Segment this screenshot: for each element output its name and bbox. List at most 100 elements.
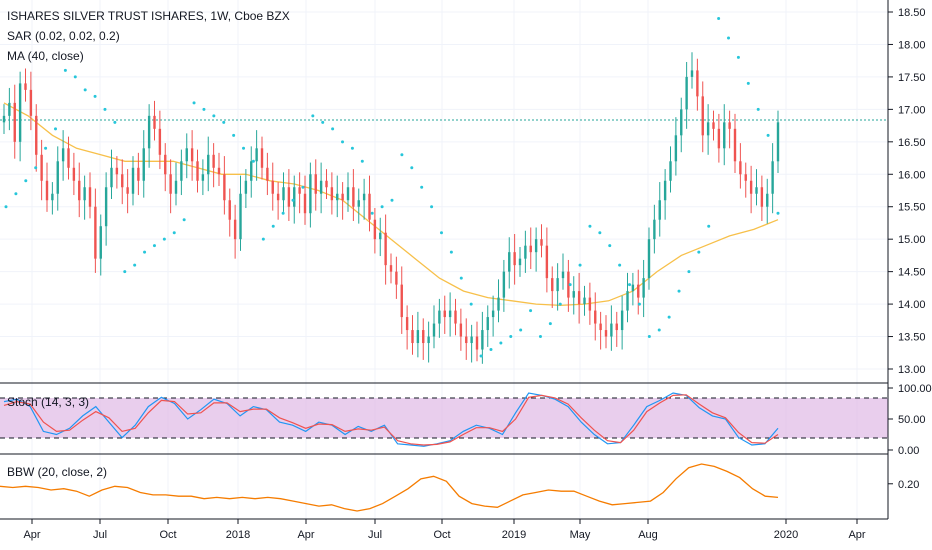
x-tick-label: Apr — [23, 529, 40, 541]
candle-body — [115, 167, 119, 175]
candle-body — [142, 148, 145, 181]
sar-dot — [707, 224, 711, 228]
sar-dot — [400, 153, 404, 157]
sar-dot — [766, 133, 770, 137]
candle-body — [110, 167, 113, 188]
candle-body — [196, 161, 199, 181]
candle-body — [508, 252, 511, 272]
candle-body — [174, 180, 178, 194]
candle-body — [454, 310, 457, 324]
candle-body — [99, 226, 102, 259]
candle-body — [529, 245, 532, 253]
sar-dot — [232, 133, 236, 137]
candle-body — [137, 167, 140, 181]
candle-body — [502, 271, 506, 298]
sar-dot — [133, 263, 137, 267]
candle-body — [169, 174, 172, 194]
sar-dot — [271, 224, 275, 228]
sar-dot — [598, 231, 602, 235]
sar-dot — [756, 107, 760, 111]
candle-body — [577, 291, 581, 305]
sar-dot — [350, 146, 354, 150]
sar-dot — [776, 211, 780, 215]
candle-body — [164, 154, 167, 175]
price-y-tick-label: 18.50 — [898, 7, 926, 19]
candle-body — [701, 96, 704, 136]
candle-body — [233, 219, 237, 240]
candle-body — [287, 187, 291, 207]
stoch-y-tick-label: 50.00 — [898, 414, 926, 426]
sar-dot — [608, 244, 612, 248]
candle-body — [497, 297, 500, 311]
y-axis[interactable]: 18.50 18.00 17.50 17.00 16.50 16.00 15.50 15.00… — [887, 0, 932, 519]
candle-body — [615, 323, 618, 331]
sar-dot — [558, 302, 562, 306]
candle-body — [631, 284, 635, 292]
x-tick-label: Apr — [848, 529, 865, 541]
candle-body — [293, 187, 296, 207]
candle-body — [706, 122, 710, 136]
candle-body — [647, 239, 651, 279]
candle-body — [513, 252, 516, 266]
stoch-y-tick-label: 100.00 — [898, 383, 932, 395]
candle-body — [153, 115, 156, 129]
price-pane: ISHARES SILVER TRUST ISHARES, 1W, Cboe B… — [0, 0, 888, 519]
candle-body — [336, 193, 339, 201]
candle-body — [422, 330, 425, 344]
candle-body — [104, 187, 108, 227]
candle-body — [126, 187, 129, 194]
sar-dot — [172, 231, 176, 235]
sar-dot — [529, 309, 533, 313]
sar-dot — [469, 302, 473, 306]
candle-body — [131, 167, 135, 194]
x-tick-label: 2018 — [226, 529, 250, 541]
price-y-tick-label: 13.00 — [898, 364, 926, 376]
x-tick-label: Jul — [93, 529, 107, 541]
candle-body — [217, 167, 221, 175]
candle-body — [663, 180, 667, 201]
candle-body — [72, 167, 76, 181]
x-tick-label: Oct — [159, 529, 176, 541]
candle-body — [534, 239, 538, 253]
candle-body — [712, 122, 715, 129]
stoch-d-line — [3, 394, 779, 446]
candle-body — [545, 245, 549, 279]
candle-body — [201, 174, 205, 181]
candle-body — [583, 297, 586, 305]
stoch-pane: Stoch (14, 3, 3) — [0, 382, 888, 447]
price-y-tick-label: 16.50 — [898, 137, 926, 149]
price-y-tick-label: 15.50 — [898, 202, 926, 214]
stoch-legend: Stoch (14, 3, 3) — [7, 395, 89, 409]
candle-body — [357, 200, 360, 207]
bbw-pane: BBW (20, close, 2) — [0, 453, 888, 512]
sar-dot — [192, 101, 196, 105]
sar-dot — [93, 94, 97, 98]
sar-dot — [222, 120, 226, 124]
bbw-line — [0, 463, 779, 512]
candle-body — [389, 265, 393, 272]
candle-body — [776, 122, 780, 162]
x-tick-label: 2019 — [502, 529, 526, 541]
candle-body — [341, 193, 344, 201]
candle-body — [250, 161, 253, 181]
candle-body — [180, 161, 183, 181]
x-tick-label: May — [570, 529, 591, 541]
candle-body — [368, 193, 371, 220]
sar-dot — [251, 159, 255, 163]
sar-dot — [746, 81, 750, 85]
candle-body — [674, 135, 678, 162]
candle-body — [610, 323, 613, 337]
price-y-tick-label: 17.50 — [898, 72, 926, 84]
stoch-band — [0, 398, 888, 438]
sar-dot — [380, 205, 384, 209]
sar-dot — [83, 88, 87, 92]
candle-body — [749, 180, 753, 194]
sar-dot — [14, 192, 18, 196]
candle-body — [411, 330, 414, 344]
candle-body — [346, 187, 350, 201]
x-tick-label: Apr — [297, 529, 314, 541]
sar-dot — [637, 302, 641, 306]
ma-legend: MA (40, close) — [7, 49, 84, 63]
sar-dot — [519, 328, 523, 332]
